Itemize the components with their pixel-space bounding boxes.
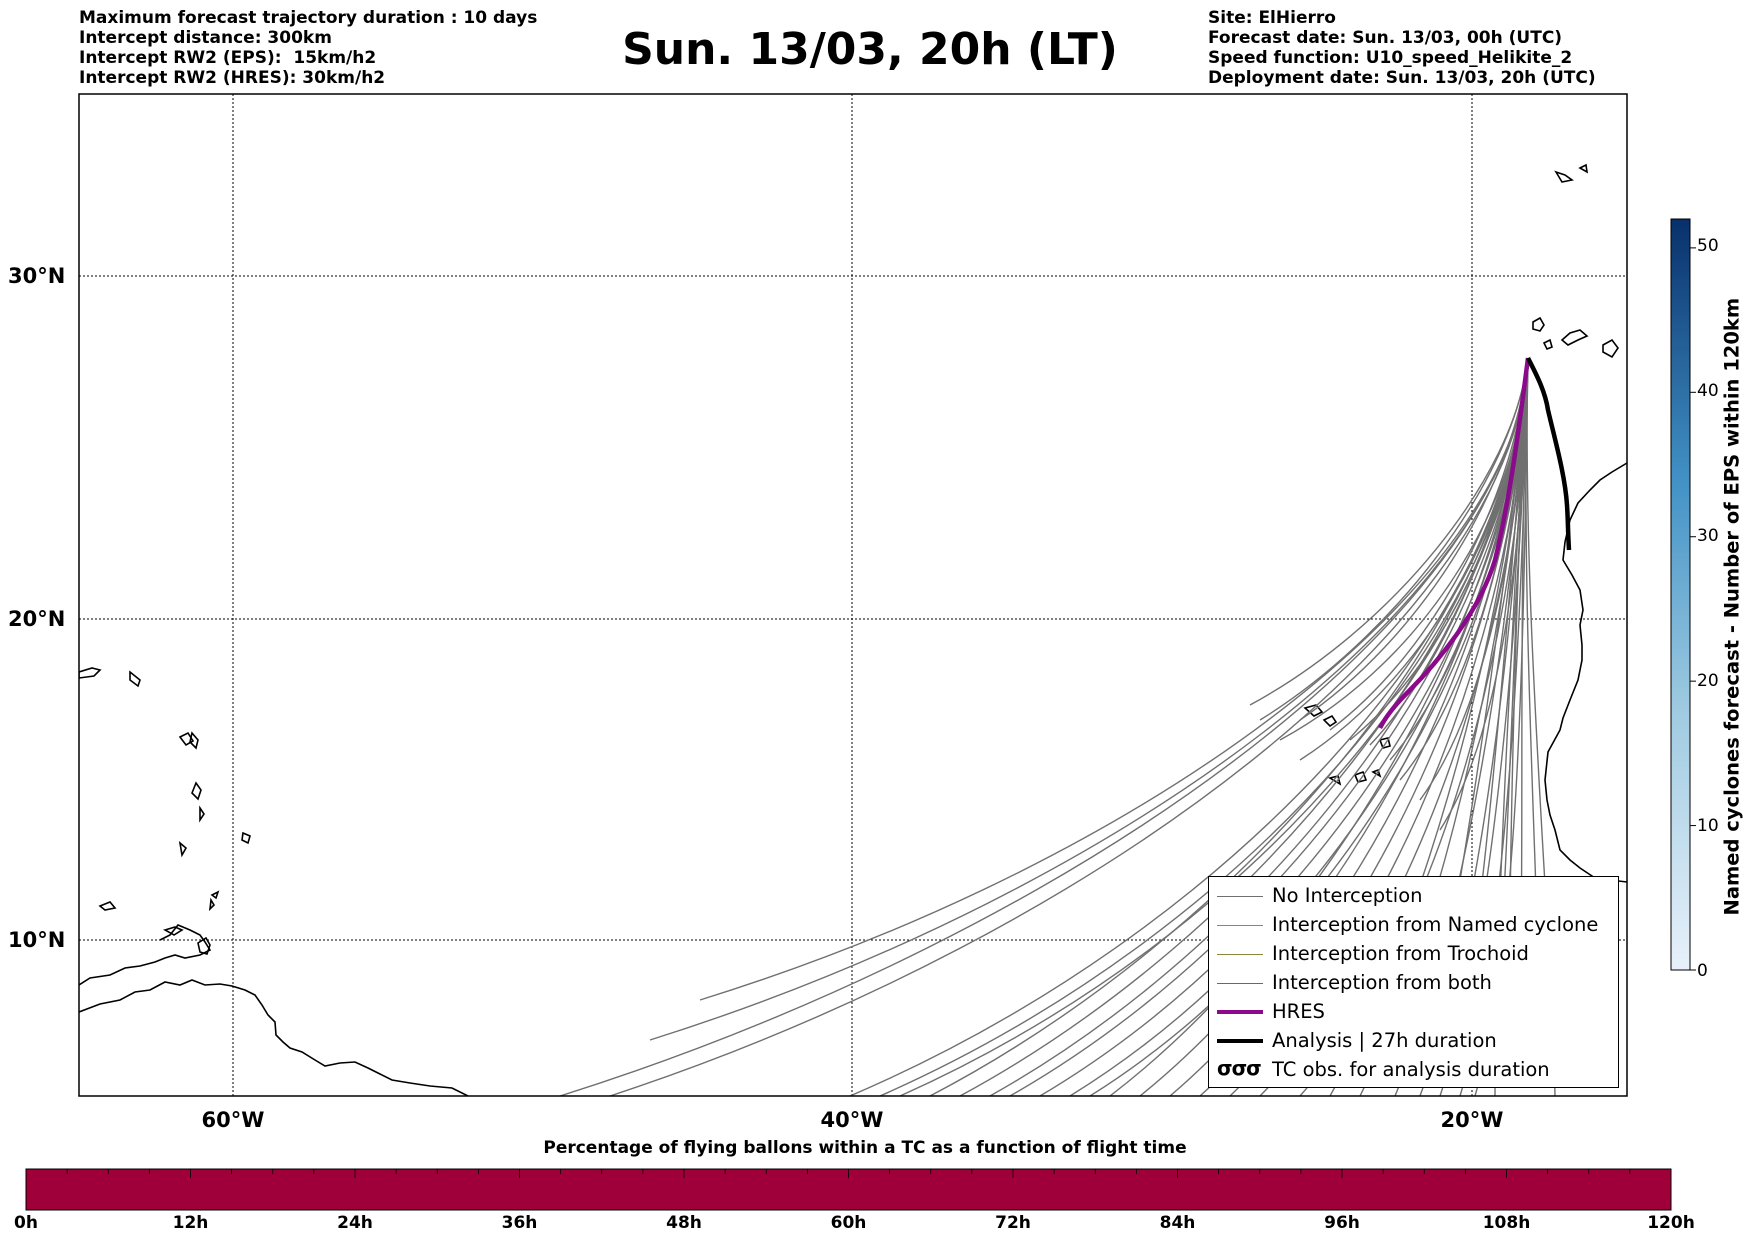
time-bar-title: Percentage of flying ballons within a TC… [543,1138,1187,1158]
legend-label: Interception from Trochoid [1272,942,1529,965]
time-bar-tick: 36h [501,1213,538,1233]
eps-trajectory [1249,357,1529,706]
colorbar-tick: 20 [1697,671,1719,691]
coast-cape-verde-4 [1327,775,1342,786]
site-parameters: Site: ElHierro Forecast date: Sun. 13/03… [1208,8,1596,88]
coast-canary-4 [1542,338,1553,351]
eps-trajectory [699,357,1529,1001]
legend-line-hres [1217,1009,1263,1014]
tc-obs-symbol-icon: σσσ [1217,1056,1262,1080]
time-bar-tick: 60h [830,1213,867,1233]
legend-line-no-interception [1217,895,1263,897]
legend-line-both [1217,982,1263,984]
eps-trajectory [1459,357,1529,881]
colorbar-label: Named cyclones forecast - Number of EPS … [1720,297,1744,916]
legend-item-tc-obs: σσσ TC obs. for analysis duration [1209,1055,1618,1084]
coast-africa [1544,462,1627,883]
time-bar-tick: 108h [1482,1213,1531,1233]
coast-virgin-islands [129,670,141,688]
lon-label-40w: 40°W [821,1108,884,1132]
colorbar-tick: 0 [1697,961,1708,981]
coast-barbados [241,831,251,845]
time-bar-tick: 84h [1159,1213,1196,1233]
lon-label-60w: 60°W [202,1108,265,1132]
legend-item-analysis: Analysis | 27h duration [1209,1026,1618,1055]
lat-label-20n: 20°N [8,607,65,631]
lon-label-20w: 20°W [1441,1108,1504,1132]
info-deployment-date: Deployment date: Sun. 13/03, 20h (UTC) [1208,68,1596,88]
legend-label: Interception from Named cyclone [1272,913,1599,936]
coast-madeira [1554,170,1574,183]
coast-canary-2 [1560,329,1589,346]
legend-label: No Interception [1272,884,1423,907]
legend-item-no-interception: No Interception [1209,881,1618,910]
legend-item-hres: HRES [1209,997,1618,1026]
legend-item-named-cyclone: Interception from Named cyclone [1209,910,1618,939]
coast-venezuela-coast [79,924,212,986]
time-bar-fill [25,1168,1672,1211]
coast-margarita [162,926,184,936]
coast-lesser-antilles-3 [199,805,205,823]
time-bar-tick: 72h [995,1213,1031,1233]
info-forecast-date: Forecast date: Sun. 13/03, 00h (UTC) [1208,28,1563,48]
coast-south-america [79,979,469,1096]
legend-label: Analysis | 27h duration [1272,1029,1497,1052]
coast-trinidad [197,936,211,955]
coast-puerto-rico [79,667,102,679]
page-title: Sun. 13/03, 20h (LT) [622,24,1118,75]
colorbar-tick: 40 [1697,381,1719,401]
coast-tobago [210,890,220,900]
coast-lesser-antilles-2 [191,781,202,801]
legend-label: TC obs. for analysis duration [1272,1058,1550,1081]
time-bar-tick: 24h [337,1213,373,1233]
run-parameters: Maximum forecast trajectory duration : 1… [79,8,537,88]
legend-line-analysis [1217,1038,1263,1043]
time-bar-tick: 96h [1324,1213,1360,1233]
colorbar-tick: 50 [1697,236,1719,256]
info-intercept-eps: Intercept RW2 (EPS): 15km/h2 [79,48,377,68]
coast-canary-1 [1532,316,1545,332]
coast-cape-verde-2 [1322,714,1338,728]
legend-item-both: Interception from both [1209,968,1618,997]
legend-line-named-cyclone [1217,924,1263,926]
legend-item-trochoid: Interception from Trochoid [1209,939,1618,968]
eps-trajectory [1479,357,1529,901]
hres-trajectory [1377,357,1531,730]
coast-cape-verde-5 [1353,770,1368,783]
coast-cape-verde-3 [1378,737,1391,749]
info-site: Site: ElHierro [1208,8,1336,28]
coast-lesser-antilles-4 [178,841,188,858]
map-legend: No Interception Interception from Named … [1208,876,1619,1088]
coast-lesser-antilles-1 [189,731,199,750]
eps-trajectory [1299,357,1529,721]
colorbar-gradient [1670,218,1691,971]
coast-grenada [208,897,216,912]
analysis-trajectory [1525,356,1572,551]
coast-curacao [98,901,117,911]
colorbar-tick: 10 [1697,816,1719,836]
map-frame [78,93,1628,1097]
info-max-duration: Maximum forecast trajectory duration : 1… [79,8,538,28]
legend-line-trochoid [1217,953,1263,955]
time-bar [25,1168,1672,1211]
lat-label-10n: 10°N [8,928,65,952]
time-bar-tick: 48h [666,1213,702,1233]
coast-madeira-2 [1578,163,1589,174]
legend-label: Interception from both [1272,971,1492,994]
info-speed-function: Speed function: U10_speed_Helikite_2 [1208,48,1573,68]
lat-label-30n: 30°N [8,264,65,288]
coast-cape-verde-1 [1303,704,1324,717]
colorbar-tick: 30 [1697,526,1719,546]
coast-canary-3 [1602,338,1619,359]
info-intercept-distance: Intercept distance: 300km [79,28,332,48]
time-bar-tick: 12h [172,1213,209,1233]
time-bar-tick: 120h [1647,1213,1695,1233]
coastlines [79,163,1627,1096]
info-intercept-hres: Intercept RW2 (HRES): 30km/h2 [79,68,386,88]
coast-guadeloupe [178,731,195,747]
legend-label: HRES [1272,1000,1325,1023]
colorbar [1670,218,1696,971]
time-bar-tick: 0h [14,1213,38,1233]
